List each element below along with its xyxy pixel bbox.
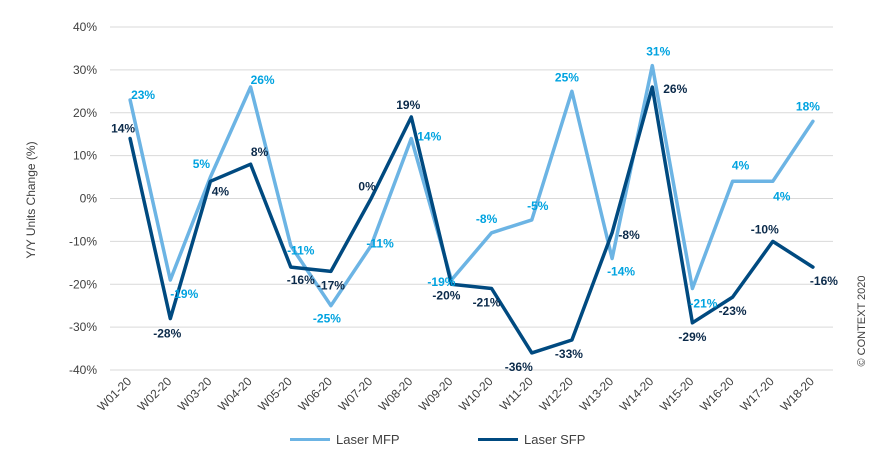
- copyright-text: © CONTEXT 2020: [856, 275, 868, 367]
- data-label-mfp: 31%: [646, 45, 670, 59]
- data-label-sfp: 26%: [663, 82, 687, 96]
- y-tick-label: 40%: [73, 20, 97, 34]
- x-tick-label: W14-20: [617, 374, 657, 414]
- data-label-mfp: -14%: [607, 265, 635, 279]
- x-tick-label: W02-20: [135, 374, 175, 414]
- data-label-mfp: -19%: [170, 287, 198, 301]
- data-label-sfp: -36%: [505, 360, 533, 374]
- y-tick-label: -10%: [69, 234, 97, 248]
- x-tick-label: W18-20: [777, 374, 817, 414]
- legend-item-sfp: Laser SFP: [478, 432, 585, 447]
- data-label-mfp: -19%: [427, 275, 455, 289]
- data-label-sfp: 14%: [111, 121, 135, 135]
- y-tick-label: 20%: [73, 106, 97, 120]
- series-line-laser-sfp: [128, 85, 815, 355]
- data-label-mfp: -8%: [476, 212, 498, 226]
- data-label-mfp: -5%: [527, 199, 549, 213]
- legend-swatch-sfp: [478, 438, 518, 441]
- data-label-sfp: -16%: [810, 274, 838, 288]
- data-label-mfp: 5%: [193, 157, 211, 171]
- data-label-sfp: -29%: [678, 330, 706, 344]
- data-label-mfp: -25%: [313, 312, 341, 326]
- x-tick-label: W01-20: [95, 374, 135, 414]
- data-label-sfp: -28%: [153, 327, 181, 341]
- data-label-sfp: 19%: [396, 98, 420, 112]
- y-axis-title: Y/Y Units Change (%): [24, 141, 38, 259]
- x-tick-label: W15-20: [657, 374, 697, 414]
- x-tick-label: W03-20: [175, 374, 215, 414]
- y-tick-label: 0%: [80, 192, 98, 206]
- x-tick-label: W06-20: [295, 374, 335, 414]
- x-tick-label: W07-20: [336, 374, 376, 414]
- data-label-mfp: 4%: [773, 189, 791, 203]
- data-label-sfp: 4%: [212, 184, 230, 198]
- x-tick-label: W05-20: [255, 374, 295, 414]
- data-label-sfp: -16%: [287, 273, 315, 287]
- x-tick-label: W13-20: [577, 374, 617, 414]
- data-label-mfp: 23%: [131, 88, 155, 102]
- y-tick-label: 10%: [73, 149, 97, 163]
- data-label-mfp: -11%: [287, 244, 315, 258]
- data-label-mfp: 26%: [251, 73, 275, 87]
- data-label-sfp: -21%: [473, 296, 501, 310]
- data-label-mfp: 25%: [555, 70, 579, 84]
- data-label-sfp: -17%: [317, 278, 345, 292]
- data-label-sfp: -10%: [751, 222, 779, 236]
- x-tick-label: W09-20: [416, 374, 456, 414]
- x-tick-label: W08-20: [376, 374, 416, 414]
- data-label-mfp: 14%: [417, 129, 441, 143]
- legend-swatch-mfp: [290, 438, 330, 441]
- data-label-mfp: 18%: [796, 99, 820, 113]
- x-tick-label: W04-20: [215, 374, 255, 414]
- x-tick-label: W10-20: [456, 374, 496, 414]
- data-label-sfp: -20%: [432, 288, 460, 302]
- legend-item-mfp: Laser MFP: [290, 432, 400, 447]
- data-label-mfp: -11%: [366, 237, 394, 251]
- series-line-laser-mfp: [128, 63, 815, 308]
- legend-label-mfp: Laser MFP: [336, 432, 400, 447]
- data-label-sfp: -8%: [618, 228, 640, 242]
- y-tick-label: -40%: [69, 363, 97, 377]
- legend-label-sfp: Laser SFP: [524, 432, 586, 447]
- data-label-sfp: 8%: [251, 145, 269, 159]
- x-tick-label: W16-20: [697, 374, 737, 414]
- y-tick-label: -20%: [69, 277, 97, 291]
- data-label-sfp: -33%: [555, 347, 583, 361]
- x-tick-label: W17-20: [737, 374, 777, 414]
- y-tick-label: -30%: [69, 320, 97, 334]
- data-label-sfp: 0%: [358, 180, 376, 194]
- data-label-mfp: -21%: [689, 297, 717, 311]
- x-tick-label: W11-20: [497, 374, 536, 413]
- x-tick-label: W12-20: [536, 374, 576, 414]
- y-tick-label: 30%: [73, 63, 97, 77]
- legend: Laser MFP Laser SFP: [0, 432, 892, 452]
- data-label-sfp: -23%: [719, 304, 747, 318]
- data-label-mfp: 4%: [732, 158, 750, 172]
